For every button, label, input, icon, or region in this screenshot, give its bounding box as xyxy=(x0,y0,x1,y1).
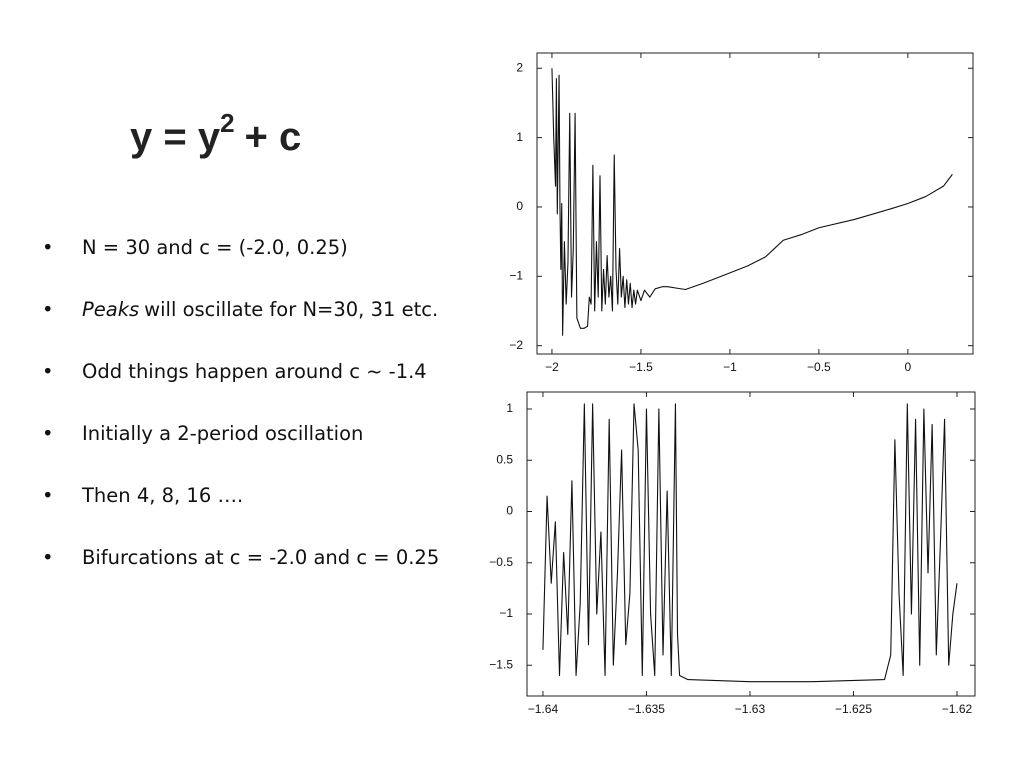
x-tick-label: −1.5 xyxy=(629,360,653,374)
plot-frame xyxy=(526,391,976,697)
bullet-text: N = 30 and c = (-2.0, 0.25) xyxy=(82,236,348,259)
x-tick-label: −1.64 xyxy=(528,702,559,716)
y-tick-label: −1.5 xyxy=(489,657,513,671)
y-tick-label: 0.5 xyxy=(496,452,513,466)
y-tick-label: −1 xyxy=(499,606,513,620)
bullet: Bifurcations at c = -2.0 and c = 0.25 xyxy=(40,546,439,608)
x-tick-label: −1.635 xyxy=(628,702,665,716)
y-tick-label: 0 xyxy=(506,504,513,518)
bullet: N = 30 and c = (-2.0, 0.25) xyxy=(40,236,439,298)
y-tick-label: 2 xyxy=(516,60,523,74)
x-tick-label: −1 xyxy=(723,360,737,374)
x-tick-label: −1.625 xyxy=(835,702,872,716)
title-exponent: 2 xyxy=(220,108,235,138)
x-tick-label: −1.62 xyxy=(942,702,973,716)
slide-title: y = y2 + c xyxy=(130,108,301,160)
y-tick-label: −0.5 xyxy=(489,555,513,569)
x-tick-label: −0.5 xyxy=(807,360,831,374)
y-tick-label: 1 xyxy=(506,401,513,415)
data-line xyxy=(551,68,953,336)
x-tick-label: −2 xyxy=(545,360,559,374)
y-tick-label: 0 xyxy=(516,199,523,213)
bullet: Initially a 2-period oscillation xyxy=(40,422,439,484)
bullet-text: will oscillate for N=30, 31 etc. xyxy=(144,298,439,321)
title-base: y = y xyxy=(130,115,221,159)
x-tick-label: 0 xyxy=(905,360,912,374)
bullet-text: Odd things happen around c ~ -1.4 xyxy=(82,360,427,383)
y-tick-label: 1 xyxy=(516,130,523,144)
plot-frame xyxy=(536,52,974,355)
bullet-text: Then 4, 8, 16 …. xyxy=(82,484,244,507)
bullet: Then 4, 8, 16 …. xyxy=(40,484,439,546)
bullet: Odd things happen around c ~ -1.4 xyxy=(40,360,439,422)
bullet-emphasis: Peaks xyxy=(82,298,140,321)
data-line xyxy=(542,403,958,683)
x-tick-label: −1.63 xyxy=(735,702,766,716)
title-rest: + c xyxy=(244,115,302,159)
y-tick-label: −1 xyxy=(509,268,523,282)
bullet-text: Initially a 2-period oscillation xyxy=(82,422,364,445)
y-tick-label: −2 xyxy=(509,338,523,352)
bullet-text: Bifurcations at c = -2.0 and c = 0.25 xyxy=(82,546,440,569)
